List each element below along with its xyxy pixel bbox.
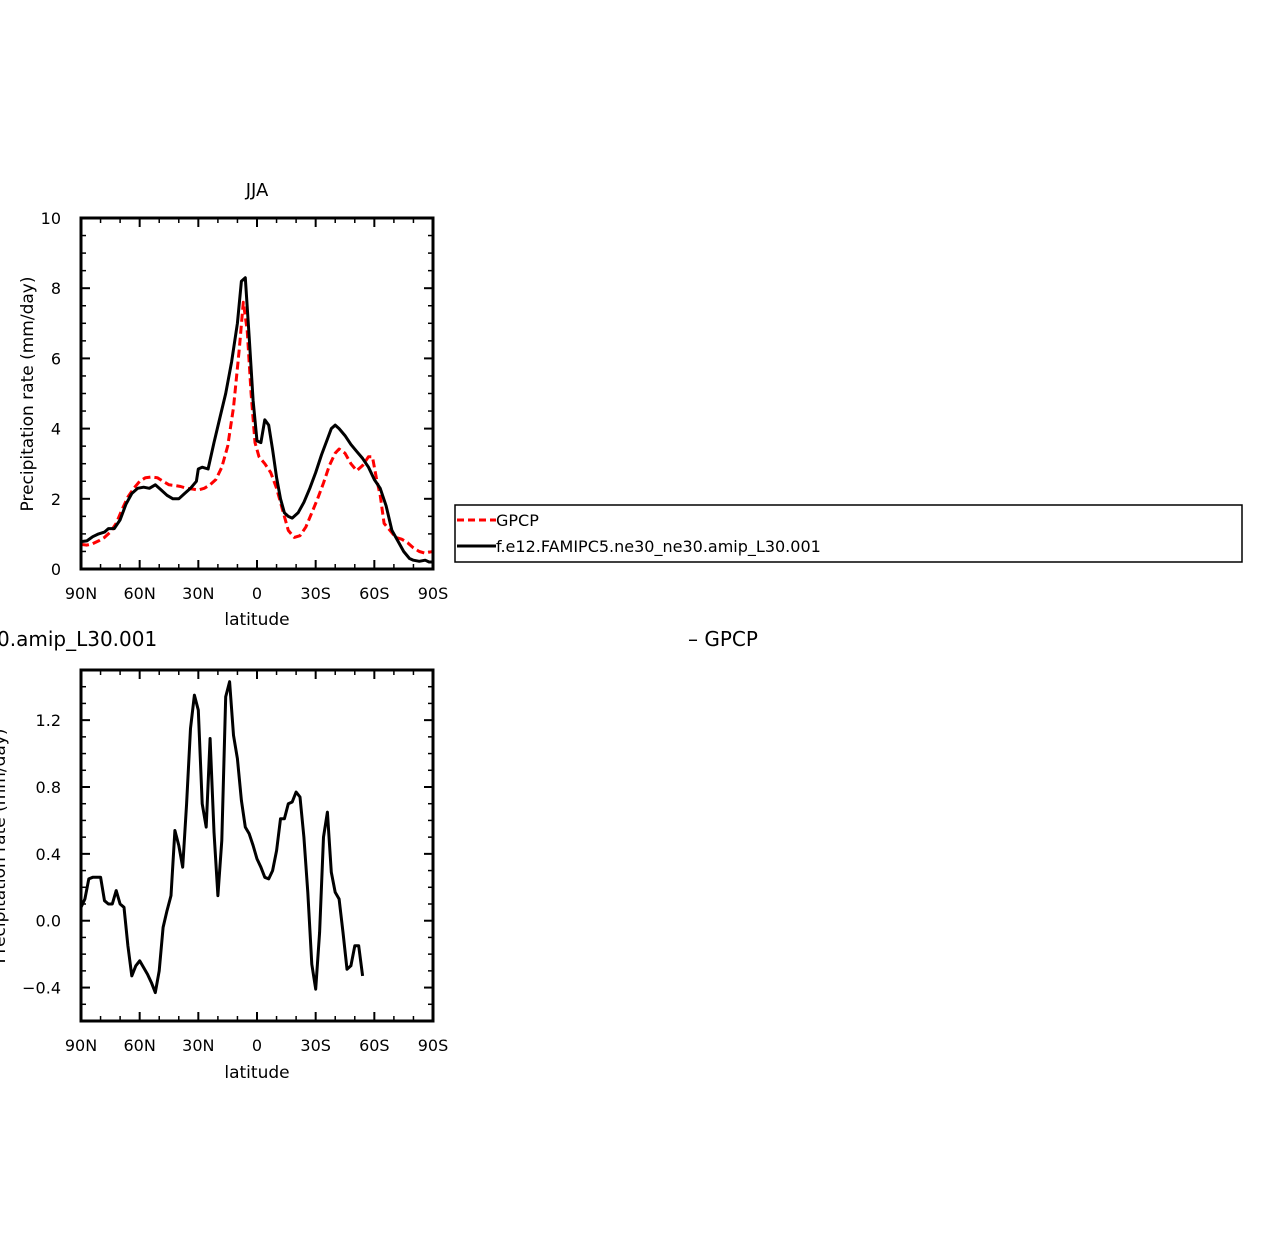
bottom-x-axis-label: latitude	[224, 1063, 289, 1083]
bottom-chart-title-right: – GPCP	[688, 627, 758, 651]
legend-gpcp-label: GPCP	[496, 511, 539, 530]
legend: GPCP f.e12.FAMIPC5.ne30_ne30.amip_L30.00…	[454, 504, 1243, 563]
bottom-y-tick-label: 0.0	[36, 912, 61, 931]
top-y-tick-label: 4	[51, 420, 61, 439]
top-chart-title: JJA	[245, 180, 269, 201]
bottom-panel: 0.amip_L30.001 – GPCP Precipitation rate…	[0, 627, 758, 1083]
bottom-ticks: 90N 60N 30N 0 30S 60S 90S −0.4 0.0 0.4 0.8 1.2	[22, 669, 449, 1055]
bottom-x-tick-label: 90N	[65, 1036, 97, 1055]
bottom-x-tick-label: 30S	[300, 1036, 331, 1055]
top-x-tick-label: 90S	[418, 584, 449, 603]
top-x-axis-label: latitude	[224, 610, 289, 630]
top-x-tick-label: 90N	[65, 584, 97, 603]
bottom-series-model-line	[79, 680, 365, 995]
top-y-tick-label: 10	[41, 209, 61, 228]
top-series-model-line	[80, 276, 433, 564]
top-y-tick-label: 2	[51, 490, 61, 509]
bottom-chart-title-left: 0.amip_L30.001	[0, 627, 157, 651]
bottom-x-tick-label: 0	[252, 1036, 262, 1055]
top-series	[80, 276, 434, 564]
bottom-y-axis-label: Precipitation rate (mm/day)	[0, 729, 10, 964]
bottom-plot-frame	[79, 668, 435, 1023]
legend-box	[454, 504, 1243, 563]
top-x-tick-label: 0	[252, 584, 262, 603]
top-x-tick-label: 60S	[359, 584, 390, 603]
bottom-x-tick-label: 60S	[359, 1036, 390, 1055]
bottom-y-tick-label: 0.4	[36, 845, 61, 864]
bottom-x-tick-label: 30N	[182, 1036, 214, 1055]
top-panel: JJA Precipitation rate (mm/day) latitude…	[18, 180, 448, 630]
bottom-y-tick-label: 0.8	[36, 778, 61, 797]
bottom-series	[79, 680, 365, 995]
top-plot-frame	[79, 216, 435, 571]
top-y-tick-label: 8	[51, 279, 61, 298]
top-x-tick-label: 30N	[182, 584, 214, 603]
bottom-x-tick-label: 90S	[418, 1036, 449, 1055]
top-y-tick-label: 6	[51, 349, 61, 368]
top-x-tick-label: 30S	[300, 584, 331, 603]
bottom-y-tick-label: −0.4	[22, 979, 61, 998]
top-ticks: 90N 60N 30N 0 30S 60S 90S 0 2 4 6 8 10	[41, 209, 449, 603]
top-y-tick-label: 0	[51, 560, 61, 579]
top-y-axis-label: Precipitation rate (mm/day)	[18, 277, 38, 512]
bottom-y-tick-label: 1.2	[36, 711, 61, 730]
top-x-tick-label: 60N	[124, 584, 156, 603]
legend-model-label: f.e12.FAMIPC5.ne30_ne30.amip_L30.001	[496, 537, 821, 557]
bottom-x-tick-label: 60N	[124, 1036, 156, 1055]
